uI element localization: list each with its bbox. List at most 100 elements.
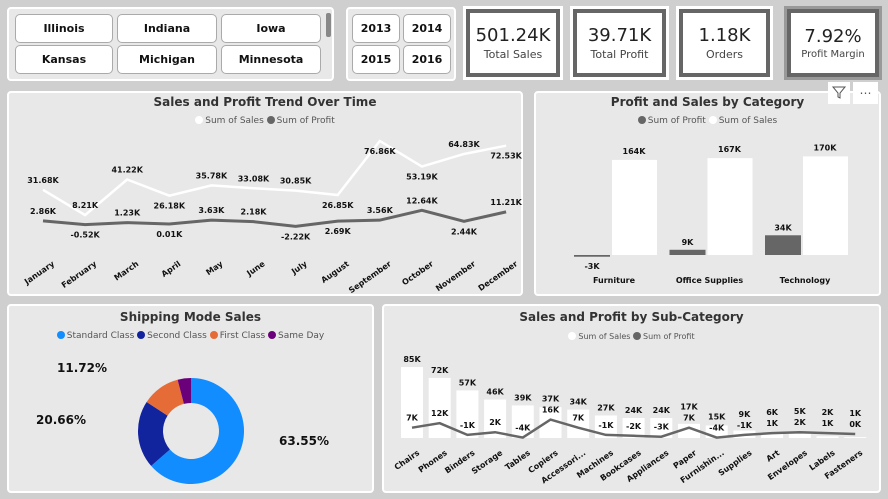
x-axis-label: Storage: [470, 448, 505, 476]
sales-data-label: 31.68K: [27, 176, 59, 185]
slicer-state-minnesota[interactable]: Minnesota: [221, 45, 321, 74]
legend-item-standard-class[interactable]: Standard Class: [66, 331, 135, 341]
filter-button[interactable]: [828, 82, 850, 104]
sales-data-label: 76.86K: [364, 147, 396, 156]
sales-data-label: 30.85K: [280, 177, 312, 186]
profit-line: [42, 208, 507, 228]
kpi-orders: 1.18K Orders: [676, 6, 773, 80]
profit-data-label: 0.01K: [156, 230, 183, 239]
sales-data-label: 24K: [625, 406, 643, 415]
donut-slice: [177, 378, 191, 404]
x-axis-label: Furniture: [593, 276, 636, 285]
sales-bar: [816, 436, 839, 438]
slicer-year-2015[interactable]: 2015: [352, 45, 400, 74]
sales-data-label: 17K: [680, 403, 698, 412]
slicer-scrollbar[interactable]: [326, 13, 331, 37]
slicer-state-kansas[interactable]: Kansas: [15, 45, 113, 74]
category-chart: Profit and Sales by Category Sum of Prof…: [534, 91, 881, 296]
shipping-mode-chart: Shipping Mode Sales Standard Class Secon…: [7, 304, 374, 493]
more-options-button[interactable]: ⋯: [853, 82, 878, 104]
slicer-state-indiana[interactable]: Indiana: [117, 14, 217, 43]
kpi-profit-margin[interactable]: 7.92% Profit Margin: [784, 6, 882, 80]
profit-data-label: -4K: [515, 424, 531, 433]
sales-data-label: 64.83K: [448, 140, 480, 149]
legend-marker-sales: [195, 116, 204, 124]
legend-marker-profit: [637, 116, 646, 124]
legend-marker-standard: [56, 331, 65, 339]
sales-data-label: 35.78K: [196, 171, 228, 180]
x-axis-label: June: [244, 259, 267, 279]
x-axis-label: May: [204, 259, 225, 277]
kpi-label: Total Sales: [483, 48, 543, 61]
legend-item-same-day[interactable]: Same Day: [278, 331, 325, 341]
legend-marker-profit: [632, 332, 641, 340]
sales-data-label: 27K: [597, 403, 615, 412]
x-axis-label: Office Supplies: [676, 276, 743, 285]
sales-bar: [401, 367, 423, 438]
kpi-value: 501.24K: [475, 25, 551, 46]
sales-bar: [612, 159, 657, 255]
kpi-total-profit: 39.71K Total Profit: [570, 6, 669, 80]
legend-item-profit[interactable]: Sum of Profit: [647, 116, 706, 126]
donut-plot: 63.55% 20.66% 11.72%: [36, 361, 329, 484]
chart-title: Sales and Profit Trend Over Time: [153, 95, 377, 109]
slicer-year-2013[interactable]: 2013: [352, 14, 400, 43]
profit-data-label: 2K: [489, 418, 502, 427]
chart-legend: Standard Class Second Class First Class …: [9, 331, 372, 341]
legend-item-sales[interactable]: Sum of Sales: [718, 116, 778, 126]
sales-data-label: 37K: [542, 395, 560, 404]
profit-data-label: 16K: [542, 406, 560, 415]
x-axis-label: April: [160, 259, 183, 279]
profit-bar: [765, 235, 801, 255]
slice-data-label: 11.72%: [57, 361, 107, 375]
legend-item-sales[interactable]: Sum of Sales: [205, 116, 264, 126]
slicer-state-iowa[interactable]: Iowa: [221, 14, 321, 43]
slicer-year-2014[interactable]: 2014: [403, 14, 451, 43]
legend-marker-first: [209, 331, 218, 339]
slicer-year-2016[interactable]: 2016: [403, 45, 451, 74]
legend-item-sales[interactable]: Sum of Sales: [578, 332, 631, 341]
kpi-label: Profit Margin: [801, 49, 865, 60]
subcategory-plot: 7K 85K 12K 72K -1K 57K 2K 46K -4K 39K 16K 37K 7K 34K -…: [393, 355, 867, 485]
x-axis-label: Art: [765, 448, 782, 463]
legend-item-first-class[interactable]: First Class: [219, 331, 266, 341]
profit-data-label: -4K: [709, 424, 725, 433]
profit-data-label: 9K: [682, 238, 695, 247]
legend-item-profit[interactable]: Sum of Profit: [276, 116, 335, 126]
sales-data-label: 53.19K: [406, 173, 438, 182]
profit-data-label: -1K: [737, 421, 753, 430]
sales-bar: [678, 423, 700, 438]
sales-bar: [803, 156, 848, 255]
sales-data-label: 15K: [708, 413, 726, 422]
x-axis-label: December: [477, 259, 520, 293]
x-axis-label: March: [112, 259, 140, 282]
sales-data-label: 5K: [794, 407, 807, 416]
slicer-state-illinois[interactable]: Illinois: [15, 14, 113, 43]
profit-data-label: 12.64K: [406, 196, 438, 205]
legend-marker-sales: [708, 116, 717, 124]
donut-slice: [146, 379, 184, 416]
x-axis-label: November: [434, 259, 477, 293]
x-axis-label: February: [60, 259, 99, 290]
funnel-icon: [831, 85, 847, 102]
x-axis-label: January: [22, 259, 57, 287]
kpi-label: Total Profit: [590, 48, 649, 61]
chart-title: Shipping Mode Sales: [119, 310, 262, 324]
legend-item-second-class[interactable]: Second Class: [147, 331, 207, 341]
slicer-state-michigan[interactable]: Michigan: [117, 45, 217, 74]
profit-data-label: 34K: [774, 223, 792, 232]
profit-line: [411, 418, 856, 439]
profit-data-label: 2K: [794, 418, 807, 427]
kpi-value: 1.18K: [698, 25, 751, 46]
chart-legend: Sum of Sales Sum of Profit: [9, 116, 521, 126]
profit-data-label: 1K: [822, 419, 835, 428]
sales-data-label: 8.21K: [72, 201, 99, 210]
sales-data-label: 2K: [822, 408, 835, 417]
sales-data-label: 34K: [570, 398, 588, 407]
sales-bar: [761, 432, 784, 438]
legend-item-profit[interactable]: Sum of Profit: [642, 332, 695, 341]
sales-data-label: 170K: [814, 143, 838, 152]
donut-slice: [151, 378, 245, 484]
x-axis-label: October: [400, 259, 435, 287]
sales-data-label: 26.18K: [154, 202, 186, 211]
